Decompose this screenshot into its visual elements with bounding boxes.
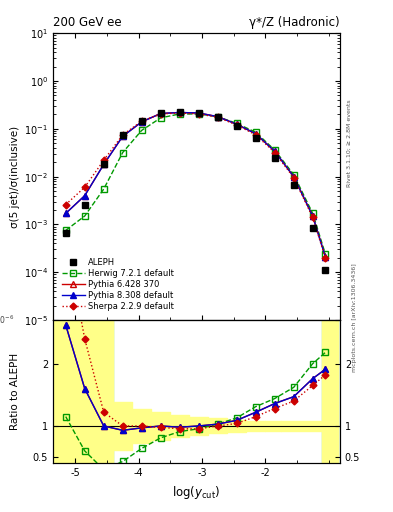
Pythia 8.308 default — [253, 131, 258, 137]
Text: 200 GeV ee: 200 GeV ee — [53, 16, 122, 29]
Pythia 8.308 default — [120, 133, 125, 139]
Herwig 7.2.1 default — [83, 213, 87, 219]
Herwig 7.2.1 default — [177, 111, 182, 117]
Pythia 8.308 default — [323, 254, 328, 260]
Sherpa 2.2.9 default — [158, 111, 163, 117]
Herwig 7.2.1 default — [120, 150, 125, 156]
ALEPH — [272, 155, 277, 161]
Pythia 8.308 default — [158, 111, 163, 117]
ALEPH — [234, 123, 239, 129]
Sherpa 2.2.9 default — [234, 122, 239, 128]
X-axis label: log($y_\mathrm{cut}$): log($y_\mathrm{cut}$) — [172, 484, 221, 501]
ALEPH — [215, 114, 220, 120]
Herwig 7.2.1 default — [253, 129, 258, 135]
Pythia 8.308 default — [83, 193, 87, 199]
Sherpa 2.2.9 default — [323, 255, 328, 261]
ALEPH — [196, 110, 201, 116]
Y-axis label: Ratio to ALEPH: Ratio to ALEPH — [10, 353, 20, 430]
Line: Pythia 8.308 default: Pythia 8.308 default — [63, 110, 328, 260]
Sherpa 2.2.9 default — [196, 111, 201, 117]
Herwig 7.2.1 default — [323, 251, 328, 257]
Pythia 6.428 370 — [63, 210, 68, 217]
Pythia 6.428 370 — [272, 148, 277, 154]
Sherpa 2.2.9 default — [120, 132, 125, 138]
Pythia 6.428 370 — [101, 161, 106, 167]
Sherpa 2.2.9 default — [63, 202, 68, 208]
Pythia 8.308 default — [63, 210, 68, 217]
Pythia 6.428 370 — [177, 110, 182, 116]
Line: Herwig 7.2.1 default: Herwig 7.2.1 default — [63, 111, 328, 257]
ALEPH — [323, 267, 328, 273]
Herwig 7.2.1 default — [215, 114, 220, 120]
ALEPH — [140, 118, 144, 124]
Pythia 6.428 370 — [310, 213, 315, 219]
Sherpa 2.2.9 default — [83, 184, 87, 190]
ALEPH — [310, 225, 315, 231]
ALEPH — [120, 132, 125, 138]
Sherpa 2.2.9 default — [177, 110, 182, 116]
Pythia 6.428 370 — [120, 133, 125, 139]
Pythia 8.308 default — [272, 148, 277, 154]
Herwig 7.2.1 default — [63, 227, 68, 233]
Text: Rivet 3.1.10; ≥ 2.8M events: Rivet 3.1.10; ≥ 2.8M events — [347, 99, 352, 187]
Pythia 6.428 370 — [234, 121, 239, 127]
Pythia 6.428 370 — [253, 131, 258, 137]
Pythia 6.428 370 — [196, 110, 201, 116]
Sherpa 2.2.9 default — [272, 150, 277, 156]
Pythia 8.308 default — [234, 121, 239, 127]
Line: ALEPH: ALEPH — [62, 109, 329, 273]
Line: Pythia 6.428 370: Pythia 6.428 370 — [63, 110, 328, 260]
Line: Sherpa 2.2.9 default: Sherpa 2.2.9 default — [63, 111, 328, 260]
Pythia 8.308 default — [101, 161, 106, 167]
Pythia 6.428 370 — [158, 111, 163, 117]
ALEPH — [63, 230, 68, 237]
Herwig 7.2.1 default — [196, 111, 201, 117]
ALEPH — [83, 202, 87, 208]
ALEPH — [158, 111, 163, 117]
Sherpa 2.2.9 default — [253, 132, 258, 138]
Pythia 6.428 370 — [215, 114, 220, 120]
Pythia 8.308 default — [177, 110, 182, 116]
Sherpa 2.2.9 default — [140, 118, 144, 124]
Text: ALEPH_2004_S5765862: ALEPH_2004_S5765862 — [151, 331, 242, 340]
ALEPH — [101, 161, 106, 167]
Sherpa 2.2.9 default — [310, 215, 315, 221]
Text: γ*/Z (Hadronic): γ*/Z (Hadronic) — [249, 16, 340, 29]
Y-axis label: σ(5 jet)/σ(inclusive): σ(5 jet)/σ(inclusive) — [10, 125, 20, 228]
Pythia 8.308 default — [196, 110, 201, 116]
ALEPH — [177, 109, 182, 115]
Sherpa 2.2.9 default — [291, 175, 296, 181]
Herwig 7.2.1 default — [234, 120, 239, 126]
Herwig 7.2.1 default — [291, 172, 296, 178]
Pythia 6.428 370 — [291, 174, 296, 180]
Pythia 8.308 default — [140, 119, 144, 125]
Text: $10^{-6}$: $10^{-6}$ — [0, 314, 14, 326]
Pythia 6.428 370 — [323, 254, 328, 260]
Herwig 7.2.1 default — [310, 210, 315, 217]
ALEPH — [291, 182, 296, 188]
Legend: ALEPH, Herwig 7.2.1 default, Pythia 6.428 370, Pythia 8.308 default, Sherpa 2.2.: ALEPH, Herwig 7.2.1 default, Pythia 6.42… — [60, 257, 176, 313]
Herwig 7.2.1 default — [140, 127, 144, 134]
Pythia 6.428 370 — [83, 193, 87, 199]
Herwig 7.2.1 default — [158, 115, 163, 121]
Pythia 8.308 default — [215, 114, 220, 120]
Pythia 6.428 370 — [140, 119, 144, 125]
Sherpa 2.2.9 default — [101, 157, 106, 163]
Herwig 7.2.1 default — [101, 186, 106, 192]
Pythia 8.308 default — [310, 213, 315, 219]
ALEPH — [253, 135, 258, 141]
Pythia 8.308 default — [291, 174, 296, 180]
Herwig 7.2.1 default — [272, 147, 277, 153]
Sherpa 2.2.9 default — [215, 114, 220, 120]
Text: mcplots.cern.ch [arXiv:1306.3436]: mcplots.cern.ch [arXiv:1306.3436] — [352, 263, 357, 372]
